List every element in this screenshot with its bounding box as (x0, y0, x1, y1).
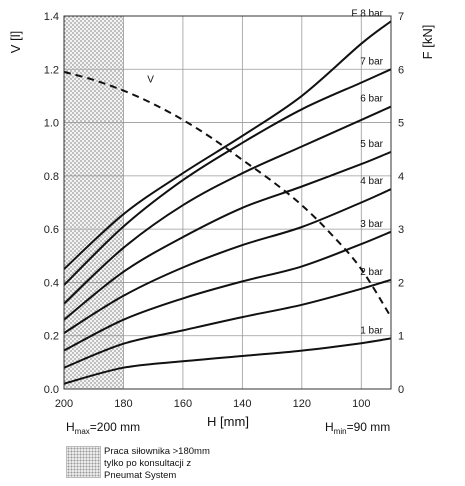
force-curve-label: 5 bar (360, 139, 383, 150)
hmax-prefix: H (66, 420, 75, 434)
force-curve-label: 7 bar (360, 56, 383, 67)
force-curve-label: 2 bar (360, 267, 383, 278)
y-right-tick-label: 1 (398, 331, 404, 343)
legend-shading-swatch (66, 446, 101, 478)
y-left-axis-title: V [l] (8, 31, 23, 53)
y-left-tick-label: 1.2 (44, 64, 59, 76)
y-left-tick-label: 0.6 (44, 224, 59, 236)
force-curve-label: 4 bar (360, 176, 383, 187)
force-curve-label: 3 bar (360, 219, 383, 230)
volume-curve-label: V (147, 75, 154, 86)
y-left-tick-label: 0.4 (44, 277, 59, 289)
y-right-tick-label: 4 (398, 171, 404, 183)
x-tick-label: 140 (233, 398, 251, 410)
y-left-tick-label: 1.4 (44, 11, 59, 23)
force-curve-label: F 8 bar (351, 8, 383, 19)
force-curve (64, 150, 391, 321)
plot-frame (63, 15, 392, 390)
y-left-tick-label: 0.2 (44, 331, 59, 343)
volume-curve (64, 70, 391, 318)
hmin-prefix: H (325, 420, 334, 434)
y-right-tick-label: 3 (398, 224, 404, 236)
y-right-tick-label: 5 (398, 118, 404, 130)
legend-line-1: Praca siłownika >180mm (104, 446, 210, 457)
y-right-axis-title: F [kN] (420, 25, 435, 60)
x-tick-label: 100 (352, 398, 370, 410)
x-tick-label: 160 (174, 398, 192, 410)
x-tick-label: 200 (55, 398, 73, 410)
hmin-subscript: min (334, 427, 347, 436)
force-curve (64, 68, 391, 286)
force-curve (64, 230, 391, 352)
force-curve (64, 20, 391, 270)
y-right-tick-label: 7 (398, 11, 404, 23)
legend-line-2: tylko po konsultacji z (104, 458, 192, 469)
hmin-value: =90 mm (347, 420, 391, 434)
curve-labels: 1 bar 2 bar 3 bar 4 bar 5 bar 6 bar 7 bar F 8 b… (147, 8, 383, 336)
y-left-tick-label: 0.0 (44, 384, 59, 396)
legend-line-3: Pneumat System (104, 470, 177, 481)
y-left-tick-label: 0.8 (44, 171, 59, 183)
y-right-tick-label: 6 (398, 64, 404, 76)
hmax-label: Hmax=200 mm (66, 420, 140, 436)
force-curve (64, 188, 391, 334)
x-tick-label: 180 (114, 398, 132, 410)
force-curve (64, 278, 391, 369)
y-right-tick-label: 2 (398, 277, 404, 289)
force-curve (64, 337, 391, 385)
y-right-tick-label: 0 (398, 384, 404, 396)
hmax-value: =200 mm (90, 420, 140, 434)
series-group (64, 20, 391, 385)
y-left-tick-label: 1.0 (44, 118, 59, 130)
force-curve-label: 1 bar (360, 325, 383, 336)
hmax-subscript: max (75, 427, 90, 436)
legend-note: Praca siłownika >180mm tylko po konsulta… (104, 446, 304, 482)
force-curve-label: 6 bar (360, 94, 383, 105)
x-tick-label: 120 (293, 398, 311, 410)
force-curve (64, 105, 391, 305)
restricted-region-shading (64, 16, 124, 389)
x-axis-title: H [mm] (207, 414, 249, 429)
tick-labels: 200 180 160 140 120 1000.00.20.40.60.81.01.21… (44, 11, 404, 410)
hmin-label: Hmin=90 mm (325, 420, 390, 436)
